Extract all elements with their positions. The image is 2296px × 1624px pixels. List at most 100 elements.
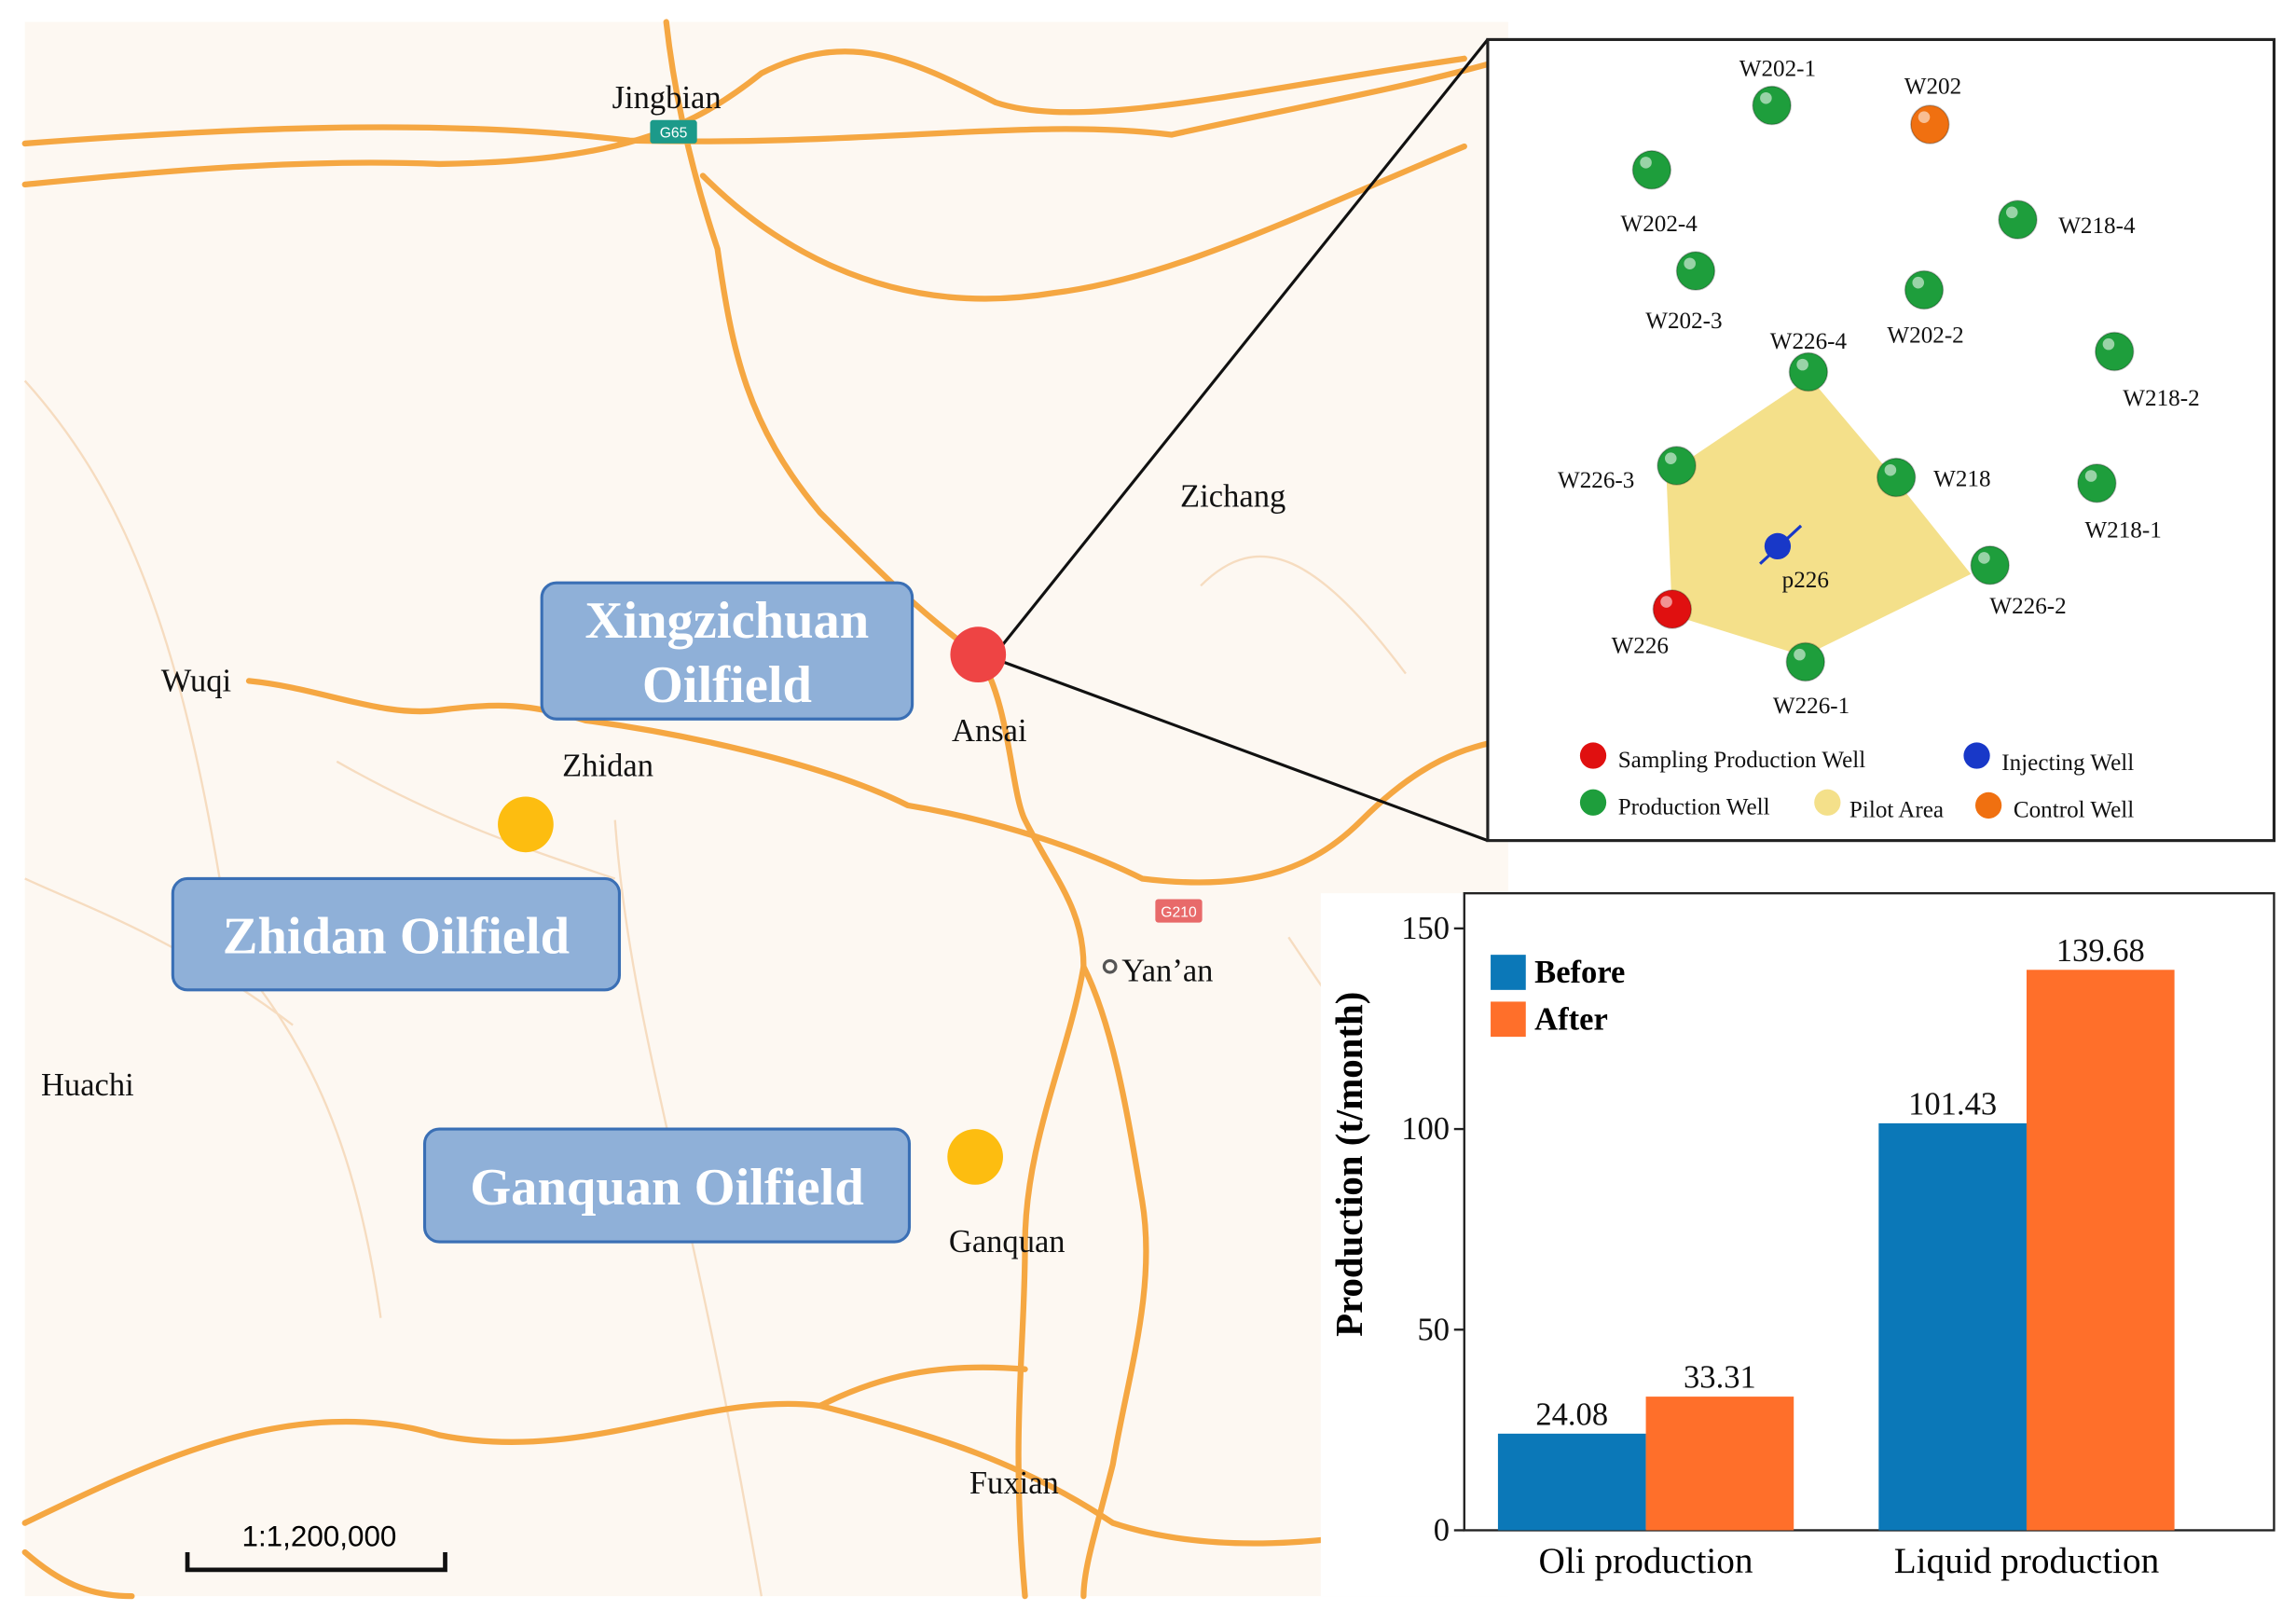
well-shine bbox=[1794, 648, 1806, 661]
well-shine bbox=[1918, 111, 1931, 123]
plot-frame bbox=[1463, 892, 2275, 1532]
legend-label: Sampling Production Well bbox=[1618, 748, 1866, 773]
minor-roads bbox=[23, 379, 1509, 1597]
oilfield-label: Oilfield bbox=[642, 656, 812, 714]
legend-label: Production Well bbox=[1618, 794, 1770, 819]
well-shine bbox=[2102, 337, 2115, 351]
place-label: Ansai bbox=[952, 713, 1027, 749]
well bbox=[1788, 351, 1829, 392]
well-label: W226 bbox=[1612, 634, 1669, 659]
well-shine bbox=[2084, 470, 2097, 482]
oilfield-box bbox=[540, 581, 914, 721]
place-label: Yan’an bbox=[1121, 953, 1213, 988]
well bbox=[1998, 200, 2038, 240]
y-tick-label: 150 bbox=[1401, 911, 1450, 946]
oilfield-label: Ganquan Oilfield bbox=[470, 1159, 864, 1217]
well-label: W226-3 bbox=[1558, 468, 1634, 493]
road-sign bbox=[1155, 899, 1203, 923]
value-label: 24.08 bbox=[1535, 1397, 1608, 1432]
well-shine bbox=[1640, 157, 1652, 169]
well bbox=[1764, 532, 1792, 560]
scale-label: 1:1,200,000 bbox=[241, 1521, 396, 1553]
bar bbox=[1497, 1433, 1646, 1531]
well-shine bbox=[1664, 452, 1677, 464]
well-shine bbox=[1912, 276, 1925, 289]
road-sign bbox=[650, 119, 697, 144]
place-label: Jingbian bbox=[612, 80, 722, 116]
well bbox=[1785, 641, 1825, 682]
legend-symbol bbox=[1579, 742, 1607, 769]
well bbox=[1652, 589, 1693, 629]
well-shine bbox=[1796, 358, 1808, 371]
legend-label: Pilot Area bbox=[1849, 797, 1944, 822]
legend-label: Control Well bbox=[2014, 797, 2134, 822]
well-panel bbox=[1486, 37, 2276, 843]
map-background bbox=[24, 21, 1508, 1597]
well-shine bbox=[1760, 91, 1772, 104]
study-site bbox=[950, 626, 1007, 682]
legend-swatch bbox=[1491, 1001, 1526, 1038]
y-axis-label: Production (t/month) bbox=[1328, 992, 1370, 1337]
y-tick-label: 0 bbox=[1434, 1512, 1450, 1548]
legend-symbol bbox=[1814, 789, 1841, 816]
well bbox=[1675, 251, 1716, 291]
x-tick-label: Liquid production bbox=[1894, 1541, 2160, 1581]
oilfield-box bbox=[422, 1127, 912, 1244]
well-label: W202 bbox=[1904, 75, 1961, 100]
well-label: W226-4 bbox=[1770, 329, 1848, 354]
bar bbox=[1878, 1122, 2027, 1531]
well bbox=[1910, 104, 1950, 145]
well-label: W226-2 bbox=[1989, 594, 2066, 619]
well bbox=[1752, 85, 1792, 126]
well-label: W202-4 bbox=[1621, 212, 1698, 237]
place-label: Zichang bbox=[1180, 478, 1285, 514]
y-tick-label: 100 bbox=[1401, 1111, 1450, 1147]
road-sign-label: G210 bbox=[1161, 904, 1197, 920]
well-label: W218-1 bbox=[2084, 517, 2161, 543]
bar bbox=[1645, 1397, 1794, 1531]
value-label: 101.43 bbox=[1908, 1086, 1997, 1122]
well-label: W218-2 bbox=[2123, 386, 2199, 411]
well bbox=[1657, 446, 1697, 486]
zoom-line bbox=[1001, 38, 1490, 646]
legend-symbol bbox=[1579, 789, 1607, 816]
oilfield-site bbox=[498, 796, 554, 853]
well bbox=[1970, 545, 2010, 585]
legend-label: After bbox=[1534, 1001, 1608, 1037]
well-shine bbox=[1684, 257, 1696, 270]
oilfield-site bbox=[947, 1129, 1003, 1185]
well-label: W218 bbox=[1933, 467, 1990, 492]
legend-symbol bbox=[1963, 742, 1990, 769]
well-label: W218-4 bbox=[2058, 213, 2136, 239]
pilot-area bbox=[1666, 378, 1972, 656]
well bbox=[1876, 457, 1917, 498]
place-label: Fuxian bbox=[969, 1466, 1059, 1501]
place-label: Huachi bbox=[41, 1067, 134, 1103]
legend-symbol bbox=[1974, 791, 2002, 819]
legend-swatch bbox=[1491, 955, 1526, 990]
legend-label: Before bbox=[1534, 955, 1625, 990]
bar bbox=[2026, 970, 2175, 1531]
road-sign-label: G65 bbox=[660, 126, 688, 142]
well-shine bbox=[2005, 206, 2018, 219]
city-dot bbox=[1102, 958, 1118, 974]
scale-bar bbox=[185, 1552, 447, 1573]
value-label: 33.31 bbox=[1684, 1360, 1756, 1396]
y-tick-label: 50 bbox=[1418, 1312, 1450, 1347]
well-shine bbox=[1660, 596, 1672, 608]
zoom-line bbox=[1002, 660, 1489, 843]
well-label: W202-1 bbox=[1739, 57, 1816, 82]
well bbox=[1904, 269, 1945, 310]
well-label: W202-3 bbox=[1645, 309, 1722, 334]
well-label: p226 bbox=[1782, 568, 1829, 593]
oilfield-box bbox=[171, 876, 622, 992]
well bbox=[2077, 463, 2117, 503]
well bbox=[1631, 150, 1672, 190]
place-label: Wuqi bbox=[161, 663, 231, 698]
well bbox=[2095, 331, 2135, 372]
roads bbox=[21, 19, 1512, 1600]
oilfield-label: Zhidan Oilfield bbox=[223, 908, 570, 966]
well-shine bbox=[1978, 552, 1990, 564]
place-label: Ganquan bbox=[949, 1224, 1066, 1259]
